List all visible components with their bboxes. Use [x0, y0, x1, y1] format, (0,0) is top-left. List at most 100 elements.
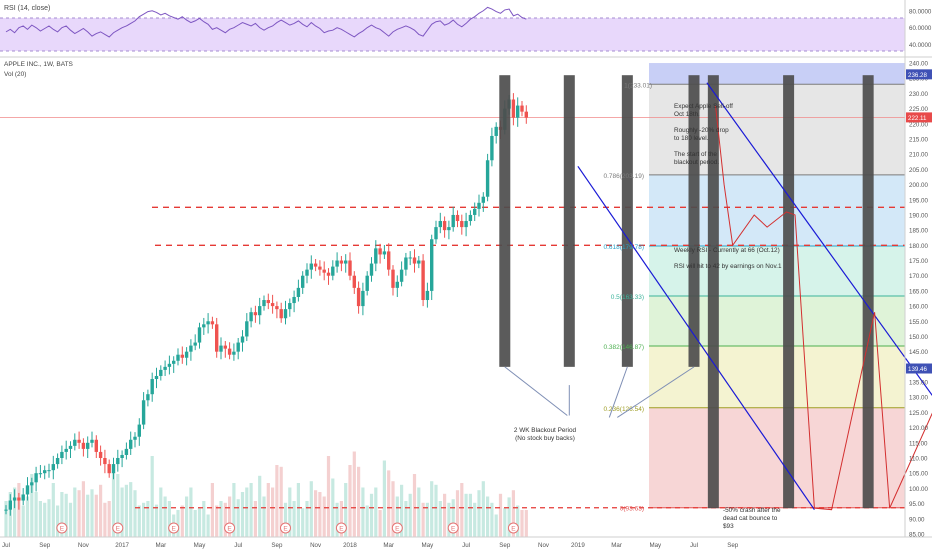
candle-body: [374, 248, 377, 263]
candle-body: [383, 251, 386, 254]
candle-body: [237, 343, 240, 352]
candle-body: [120, 455, 123, 458]
candle-body: [482, 197, 485, 203]
time-tick: 2018: [343, 542, 357, 549]
candle-body: [310, 264, 313, 270]
volume-bar: [477, 490, 480, 537]
candle-body: [90, 440, 93, 443]
volume-bar: [318, 492, 321, 537]
price-badge-text: 139.46: [908, 366, 927, 373]
earnings-letter: E: [227, 526, 232, 533]
volume-bar: [254, 501, 257, 537]
candle-body: [4, 510, 7, 511]
rsi-tick: 40.0000: [909, 42, 932, 49]
volume-bar: [482, 481, 485, 537]
volume-bar: [99, 485, 102, 537]
volume-bar: [310, 481, 313, 537]
volume-bar: [520, 510, 523, 537]
annotation-text: Roughly -20% drop: [674, 127, 729, 134]
candle-body: [202, 324, 205, 327]
annotation-text: blackout period.: [674, 159, 719, 166]
candle-body: [108, 464, 111, 473]
volume-bar: [430, 481, 433, 537]
rsi-label: RSI (14, close): [4, 5, 50, 12]
time-tick: Mar: [383, 542, 394, 549]
rsi-tick: 80.0000: [909, 8, 932, 15]
candle-body: [512, 99, 515, 117]
price-tick: 165.00: [909, 288, 928, 295]
volume-bar: [439, 501, 442, 537]
volume-bar: [413, 474, 416, 537]
annotation-text: Expect Apple Sell-off: [674, 103, 733, 110]
candle-body: [400, 270, 403, 282]
candle-body: [443, 221, 446, 230]
candle-body: [125, 449, 128, 455]
candle-body: [176, 355, 179, 361]
candle-body: [13, 498, 16, 501]
volume-bar: [258, 476, 261, 537]
candle-body: [60, 452, 63, 458]
volume-bar: [164, 497, 167, 538]
candle-body: [288, 303, 291, 309]
candle-body: [155, 376, 158, 379]
candle-body: [82, 443, 85, 449]
candle-body: [516, 106, 519, 118]
volume-bar: [146, 501, 149, 537]
candle-body: [284, 309, 287, 318]
candle-body: [34, 473, 37, 482]
volume-bar: [503, 508, 506, 537]
candle-body: [331, 267, 334, 276]
annotation-text: Oct 18th.: [674, 111, 700, 118]
candle-body: [292, 297, 295, 303]
volume-bar: [47, 499, 50, 537]
volume-bar: [486, 497, 489, 538]
candle-body: [387, 251, 390, 269]
volume-bar: [103, 503, 106, 537]
volume-bar: [469, 494, 472, 537]
candle-body: [30, 482, 33, 485]
price-tick: 240.00: [909, 61, 928, 68]
candle-body: [340, 261, 343, 264]
candle-body: [65, 449, 68, 452]
candle-body: [430, 239, 433, 291]
volume-label: Vol (20): [4, 71, 26, 78]
candle-body: [189, 346, 192, 352]
fib-label: 0.382(146.87): [604, 344, 644, 351]
fib-label: 0.5(163.33): [611, 294, 644, 301]
volume-bar: [73, 488, 76, 538]
fib-label: 0(93.63): [620, 506, 644, 513]
volume-bar: [198, 508, 201, 537]
volume-bar: [211, 483, 214, 537]
volume-bar: [52, 483, 55, 537]
candle-body: [17, 498, 20, 501]
candle-body: [391, 270, 394, 288]
volume-bar: [26, 497, 29, 538]
time-tick: May: [194, 542, 207, 549]
volume-bar: [409, 494, 412, 537]
price-tick: 190.00: [909, 212, 928, 219]
candle-body: [163, 367, 166, 370]
candle-body: [39, 473, 42, 474]
candle-body: [378, 248, 381, 254]
candle-body: [138, 425, 141, 437]
volume-bar: [39, 501, 42, 537]
time-tick: Sep: [271, 542, 283, 549]
blackout-bar: [564, 75, 575, 367]
volume-bar: [189, 488, 192, 538]
volume-bar: [95, 495, 98, 537]
volume-bar: [43, 503, 46, 537]
price-tick: 130.00: [909, 395, 928, 402]
candle-body: [318, 267, 321, 270]
candle-body: [73, 440, 76, 446]
price-tick: 120.00: [909, 425, 928, 432]
volume-bar: [35, 492, 38, 537]
blackout-bar: [863, 75, 874, 508]
time-tick: Jul: [462, 542, 470, 549]
price-tick: 230.00: [909, 91, 928, 98]
candle-body: [314, 264, 317, 267]
volume-bar: [404, 501, 407, 537]
candle-body: [409, 257, 412, 258]
candle-body: [211, 321, 214, 324]
price-tick: 170.00: [909, 273, 928, 280]
